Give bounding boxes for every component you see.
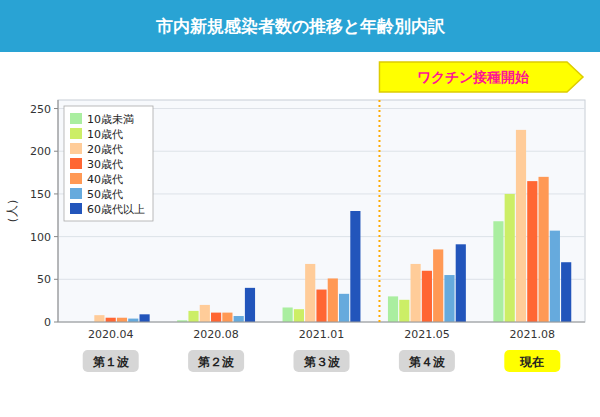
- grid-line: [58, 322, 585, 323]
- bar: [94, 315, 104, 322]
- title: 市内新規感染者数の推移と年齢別内訳: [155, 16, 446, 36]
- bar: [444, 275, 454, 322]
- bar: [200, 305, 210, 322]
- y-tick: [54, 108, 58, 109]
- bar: [516, 130, 526, 322]
- y-tick-label: 50: [37, 273, 51, 286]
- period-label-bg: [504, 350, 560, 372]
- plot-frame: [58, 100, 585, 322]
- y-tick: [54, 193, 58, 194]
- x-axis-line: [58, 322, 585, 323]
- x-tick-label: 2021.08: [510, 328, 556, 341]
- legend-label: 30歳代: [87, 158, 123, 171]
- x-tick-label: 2021.05: [404, 328, 450, 341]
- legend-label: 10歳代: [87, 128, 123, 141]
- bar: [316, 290, 326, 322]
- bar: [245, 288, 255, 322]
- legend-label: 60歳代以上: [87, 203, 145, 216]
- legend-swatch: [70, 113, 82, 124]
- legend-swatch: [70, 188, 82, 199]
- legend-label: 40歳代: [87, 173, 123, 186]
- bar: [234, 316, 244, 322]
- bar: [433, 249, 443, 322]
- bar: [493, 221, 503, 322]
- x-tick-label: 2020.04: [88, 328, 134, 341]
- period-label-bg: [294, 350, 350, 372]
- period-label: 第１波: [92, 355, 130, 369]
- bar: [411, 264, 421, 322]
- period-label: 第３波: [303, 355, 341, 369]
- legend-label: 20歳代: [87, 143, 123, 156]
- y-tick-label: 250: [30, 103, 51, 116]
- bar: [294, 309, 304, 322]
- bar: [350, 211, 360, 322]
- bar: [128, 319, 138, 322]
- legend: 10歳未満 10歳代 20歳代 30歳代 40歳代 50歳代 60歳代以上: [64, 106, 153, 221]
- bar: [422, 271, 432, 322]
- bar: [550, 231, 560, 322]
- bar: [505, 194, 515, 322]
- bar: [283, 307, 293, 322]
- y-tick-label: 100: [30, 231, 51, 244]
- bar: [305, 264, 315, 322]
- y-axis-line: [58, 100, 59, 322]
- legend-swatch: [70, 143, 82, 154]
- bar: [139, 314, 149, 322]
- bar: [399, 300, 409, 322]
- bar: [106, 318, 116, 322]
- period-label: 第２波: [197, 355, 235, 369]
- period-label: 現在: [519, 355, 544, 369]
- bar: [222, 313, 232, 322]
- bar: [539, 177, 549, 322]
- y-tick: [54, 236, 58, 237]
- bar: [456, 244, 466, 322]
- period-label-bg: [83, 350, 139, 372]
- bar: [188, 311, 198, 322]
- period-label: 第４波: [408, 355, 446, 369]
- bar: [561, 262, 571, 322]
- bar: [328, 278, 338, 322]
- legend-swatch: [70, 203, 82, 214]
- y-axis-label: （人）: [5, 193, 19, 229]
- title-bar: [0, 0, 600, 52]
- x-tick-label: 2020.08: [193, 328, 239, 341]
- bar: [388, 296, 398, 322]
- y-tick: [54, 151, 58, 152]
- legend-swatch: [70, 173, 82, 184]
- annotation-arrow: [379, 62, 583, 92]
- chart: 市内新規感染者数の推移と年齢別内訳 0 50 100 150 200 250 （人） 2020.…: [0, 0, 600, 417]
- bar: [211, 313, 221, 322]
- annotation: ワクチン接種開始: [417, 69, 530, 85]
- bar: [117, 318, 127, 322]
- y-tick-label: 0: [44, 316, 51, 329]
- y-tick: [54, 279, 58, 280]
- x-tick-label: 2021.01: [299, 328, 345, 341]
- period-label-bg: [188, 350, 244, 372]
- y-tick-label: 200: [30, 145, 51, 158]
- bar: [527, 181, 537, 322]
- divider-line: [378, 100, 380, 322]
- bars: [94, 130, 571, 322]
- y-tick-label: 150: [30, 188, 51, 201]
- legend-frame: [64, 106, 153, 221]
- legend-label: 10歳未満: [87, 113, 134, 126]
- legend-label: 50歳代: [87, 188, 123, 201]
- y-tick: [54, 322, 58, 323]
- legend-swatch: [70, 128, 82, 139]
- period-label-bg: [399, 350, 455, 372]
- bar: [339, 294, 349, 322]
- legend-swatch: [70, 158, 82, 169]
